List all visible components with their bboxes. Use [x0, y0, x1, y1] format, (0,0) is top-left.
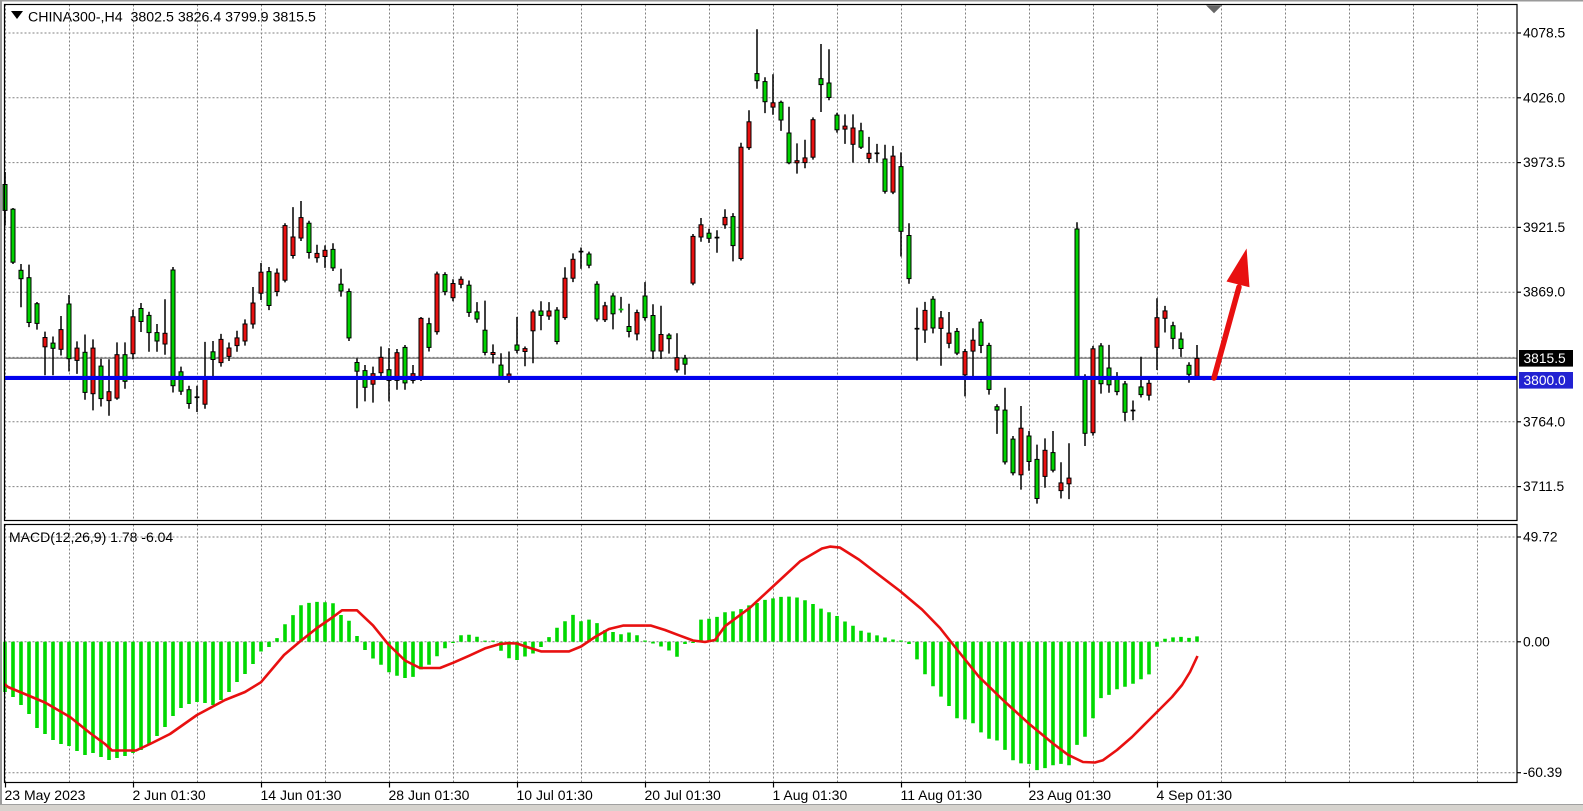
- svg-text:10 Jul 01:30: 10 Jul 01:30: [517, 787, 593, 803]
- svg-text:49.72: 49.72: [1523, 530, 1558, 545]
- svg-text:14 Jun 01:30: 14 Jun 01:30: [261, 787, 342, 803]
- svg-text:MACD(12,26,9) 1.78 -6.04: MACD(12,26,9) 1.78 -6.04: [9, 529, 173, 545]
- svg-text:28 Jun 01:30: 28 Jun 01:30: [389, 787, 470, 803]
- svg-text:4078.5: 4078.5: [1523, 26, 1566, 41]
- svg-text:1 Aug 01:30: 1 Aug 01:30: [773, 787, 848, 803]
- svg-text:23 Aug 01:30: 23 Aug 01:30: [1029, 787, 1112, 803]
- svg-text:3764.0: 3764.0: [1523, 414, 1566, 429]
- svg-text:CHINA300-,H4 3802.5 3826.4 37: CHINA300-,H4 3802.5 3826.4 3799.9 3815.5: [28, 10, 316, 26]
- svg-text:3800.0: 3800.0: [1524, 373, 1567, 388]
- svg-text:0.00: 0.00: [1523, 634, 1550, 649]
- svg-text:3815.5: 3815.5: [1524, 351, 1567, 366]
- svg-text:-60.39: -60.39: [1523, 765, 1562, 780]
- svg-text:20 Jul 01:30: 20 Jul 01:30: [645, 787, 721, 803]
- svg-text:2 Jun 01:30: 2 Jun 01:30: [133, 787, 206, 803]
- svg-text:3711.5: 3711.5: [1523, 479, 1565, 494]
- svg-text:11 Aug 01:30: 11 Aug 01:30: [901, 787, 983, 803]
- svg-text:4 Sep 01:30: 4 Sep 01:30: [1157, 787, 1233, 803]
- svg-text:23 May 2023: 23 May 2023: [5, 787, 86, 803]
- svg-text:3973.5: 3973.5: [1523, 155, 1566, 170]
- svg-text:3869.0: 3869.0: [1523, 285, 1566, 300]
- svg-text:3921.5: 3921.5: [1523, 220, 1566, 235]
- svg-text:4026.0: 4026.0: [1523, 90, 1566, 105]
